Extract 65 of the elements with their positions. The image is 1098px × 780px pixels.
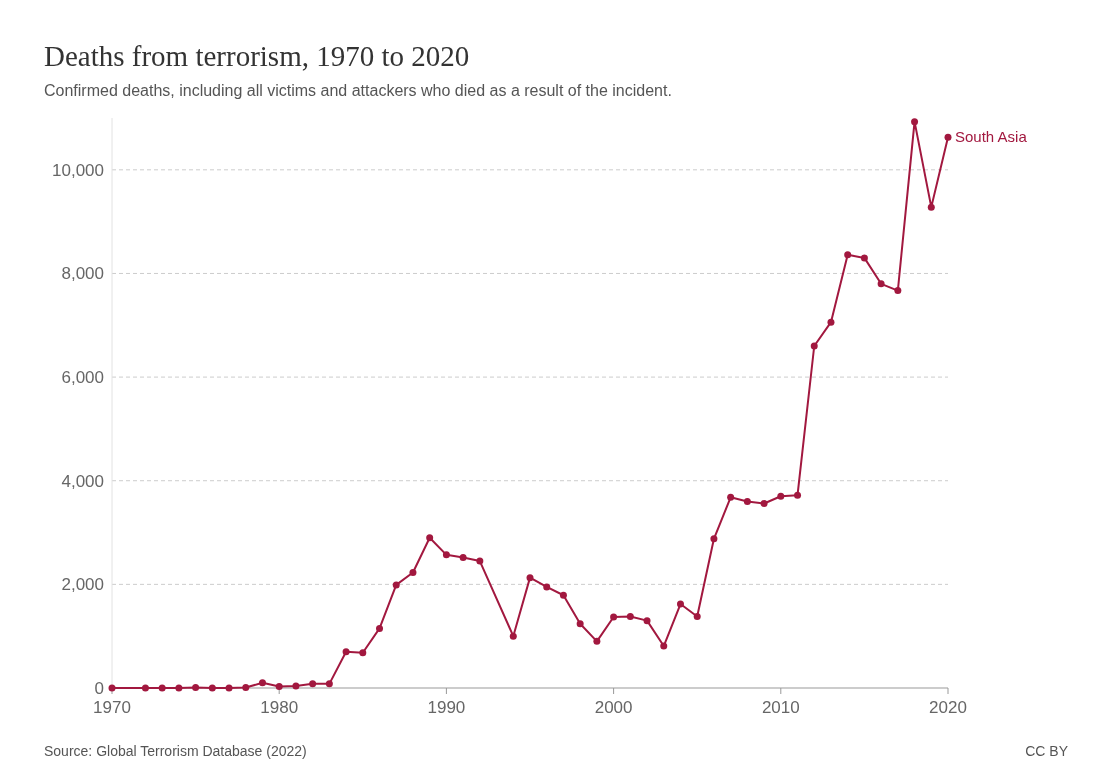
- point: [342, 648, 350, 656]
- point: [760, 500, 768, 508]
- y-tick-label: 6,000: [61, 368, 104, 388]
- point: [476, 557, 484, 565]
- point: [192, 683, 200, 691]
- x-tick-label: 2010: [761, 698, 800, 717]
- point: [309, 680, 317, 688]
- point: [275, 682, 283, 690]
- point: [844, 251, 852, 259]
- x-tick-label: 1970: [93, 698, 131, 717]
- point: [610, 613, 618, 621]
- point: [158, 684, 166, 692]
- point: [576, 620, 584, 628]
- point: [141, 684, 149, 692]
- point: [593, 637, 601, 645]
- x-tick-label: 2000: [594, 698, 633, 717]
- series-label: South Asia: [955, 128, 1028, 146]
- point: [626, 612, 634, 620]
- x-tick-label: 1980: [260, 698, 299, 717]
- point: [877, 280, 885, 288]
- source-note: Source: Global Terrorism Database (2022): [44, 743, 307, 759]
- point: [359, 649, 367, 657]
- y-tick-label: 4,000: [61, 471, 104, 491]
- point: [710, 535, 718, 543]
- y-tick-label: 2,000: [61, 575, 104, 595]
- point: [175, 684, 183, 692]
- point: [927, 203, 935, 211]
- point: [810, 342, 818, 350]
- point: [559, 591, 567, 599]
- point: [292, 682, 300, 690]
- point: [860, 254, 868, 262]
- x-tick-label: 1990: [427, 698, 466, 717]
- text: CC BY: [1025, 743, 1069, 759]
- point: [827, 318, 835, 326]
- y-tick-label: 10,000: [52, 160, 104, 180]
- point: [208, 684, 216, 692]
- point: [911, 118, 919, 126]
- point: [509, 632, 517, 640]
- point: [392, 581, 400, 589]
- point: [409, 568, 417, 576]
- point: [459, 553, 467, 561]
- chart-subtitle: Confirmed deaths, including all victims and attackers who died as a result of the incident.: [44, 82, 672, 99]
- point: [325, 680, 333, 688]
- point: [660, 642, 668, 650]
- point: [676, 600, 684, 608]
- point: [743, 497, 751, 505]
- point: [543, 583, 551, 591]
- point: [376, 624, 384, 632]
- point: [643, 617, 651, 625]
- point: [526, 574, 534, 582]
- point: [794, 491, 802, 499]
- point: [727, 493, 735, 501]
- point: [944, 133, 952, 141]
- point: [442, 551, 450, 559]
- point: [258, 679, 266, 687]
- point: [894, 287, 902, 295]
- x-tick-label: 2020: [929, 698, 967, 717]
- point: [225, 684, 233, 692]
- point: [242, 683, 250, 691]
- point: [693, 612, 701, 620]
- y-tick-label: 8,000: [61, 264, 104, 284]
- chart-title: Deaths from terrorism, 1970 to 2020: [44, 40, 470, 72]
- point: [777, 492, 785, 500]
- y-tick-label: 0: [94, 679, 104, 698]
- point: [426, 534, 434, 542]
